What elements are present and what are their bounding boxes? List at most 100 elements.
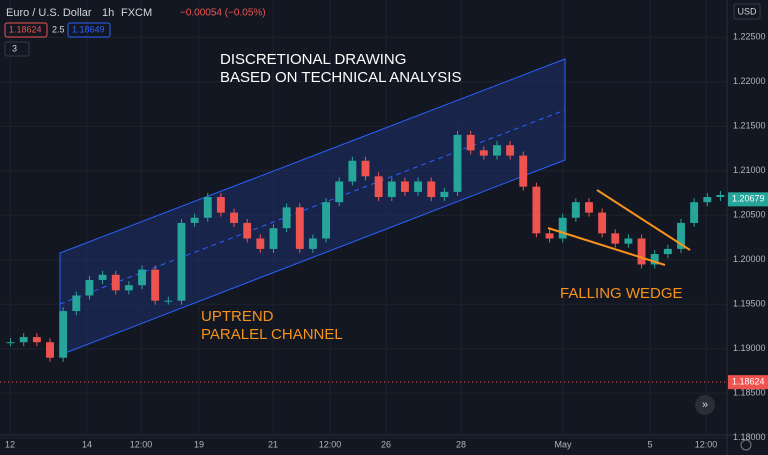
candle — [59, 311, 68, 358]
candle — [98, 274, 107, 280]
candle — [663, 248, 672, 255]
candle — [151, 269, 160, 301]
candle — [216, 197, 225, 213]
source: FXCM — [121, 7, 152, 19]
candle — [532, 186, 541, 234]
ref-price-box — [728, 375, 768, 390]
x-tick-label: 12:00 — [319, 439, 342, 449]
candle — [269, 228, 278, 249]
interval: 1h — [102, 7, 114, 19]
candle — [519, 155, 528, 187]
candle — [453, 134, 462, 192]
candle — [440, 191, 449, 198]
y-tick-label: 1.19500 — [733, 299, 766, 309]
candle — [256, 238, 265, 249]
x-tick-label: 26 — [381, 439, 391, 449]
candle — [348, 160, 357, 182]
x-tick-label: 19 — [194, 439, 204, 449]
x-tick-label: 12:00 — [695, 439, 718, 449]
ask: 1.18649 — [72, 24, 105, 34]
candle — [479, 150, 488, 156]
y-tick-label: 1.21500 — [733, 121, 766, 131]
indicator-toggle[interactable] — [4, 41, 30, 57]
candle — [400, 181, 409, 192]
ref-price-label: 1.18624 — [732, 377, 765, 387]
candle — [72, 295, 81, 312]
scroll-icon[interactable]: » — [702, 399, 708, 411]
candle — [230, 212, 238, 223]
candle — [164, 300, 173, 302]
y-tick-label: 1.18000 — [733, 432, 766, 442]
candle — [427, 181, 436, 198]
last-price-box — [728, 192, 768, 207]
candle — [506, 145, 515, 156]
last-price-label: 1.20679 — [732, 194, 765, 204]
candle — [138, 269, 146, 286]
bid: 1.18624 — [9, 24, 42, 34]
candle — [361, 160, 370, 177]
candle — [124, 285, 133, 291]
candle — [585, 202, 593, 213]
candle — [374, 176, 383, 198]
annotation: BASED ON TECHNICAL ANALYSIS — [220, 69, 461, 86]
candle — [19, 337, 28, 343]
y-tick-label: 1.21000 — [733, 165, 766, 175]
x-tick-label: 5 — [647, 439, 652, 449]
candle — [6, 342, 15, 344]
y-tick-label: 1.20000 — [733, 254, 766, 264]
y-tick-label: 1.20500 — [733, 210, 766, 220]
candle — [190, 217, 199, 223]
annotation: DISCRETIONAL DRAWING — [220, 51, 406, 68]
symbol: Euro / U.S. Dollar — [6, 7, 92, 19]
candle — [295, 207, 304, 249]
candle — [493, 145, 501, 156]
candle — [335, 181, 344, 203]
candle — [85, 279, 94, 296]
y-tick-label: 1.19000 — [733, 343, 766, 353]
x-tick-label: 12:00 — [130, 439, 153, 449]
currency[interactable]: USD — [737, 6, 757, 16]
candle — [703, 197, 712, 203]
candle — [46, 342, 54, 358]
candle — [308, 238, 317, 249]
candle — [716, 194, 725, 198]
annotation: UPTREND — [201, 308, 274, 325]
y-tick-label: 1.22000 — [733, 76, 766, 86]
candle — [243, 222, 252, 239]
candle — [203, 197, 212, 218]
x-tick-label: 21 — [268, 439, 278, 449]
x-tick-label: 28 — [456, 439, 466, 449]
scroll-button[interactable] — [695, 395, 715, 415]
candle — [111, 274, 120, 291]
candle — [690, 202, 699, 223]
candle — [414, 181, 423, 192]
wedge-lower — [547, 227, 666, 266]
candle — [558, 217, 567, 239]
y-tick-label: 1.18500 — [733, 388, 766, 398]
settings-icon[interactable] — [740, 439, 752, 451]
currency-box[interactable] — [733, 3, 761, 20]
x-tick-label: 14 — [82, 439, 92, 449]
change: −0.00054 (−0.05%) — [180, 8, 266, 19]
x-tick-label: May — [554, 439, 572, 449]
candle — [624, 238, 633, 244]
spread: 2.5 — [52, 24, 65, 34]
candle — [611, 233, 620, 244]
annotation: FALLING WEDGE — [560, 285, 683, 302]
candle — [571, 202, 580, 218]
candle — [282, 207, 291, 229]
annotation: PARALEL CHANNEL — [201, 326, 343, 343]
candle — [677, 222, 685, 249]
candle — [387, 181, 396, 198]
ask-box — [67, 22, 111, 38]
candle — [650, 254, 659, 265]
candle — [322, 202, 331, 239]
candle — [545, 233, 554, 239]
candle — [177, 222, 186, 301]
wedge-upper — [596, 189, 691, 251]
candle — [637, 238, 646, 265]
x-tick-label: 12 — [5, 439, 15, 449]
candle — [32, 337, 41, 343]
indicator-count[interactable]: 3 — [12, 43, 17, 53]
